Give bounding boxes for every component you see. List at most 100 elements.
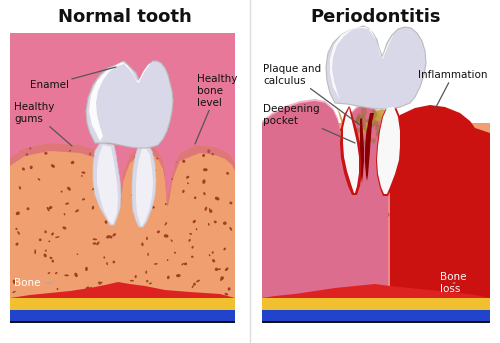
Ellipse shape (86, 286, 89, 291)
Ellipse shape (180, 125, 184, 127)
Ellipse shape (156, 86, 160, 89)
Ellipse shape (358, 189, 360, 191)
Ellipse shape (203, 90, 206, 92)
Ellipse shape (316, 296, 320, 298)
Ellipse shape (192, 220, 196, 223)
Ellipse shape (383, 278, 384, 280)
Ellipse shape (216, 122, 219, 126)
Ellipse shape (286, 244, 289, 247)
Ellipse shape (92, 238, 97, 240)
Ellipse shape (346, 287, 350, 289)
Ellipse shape (346, 235, 349, 238)
Ellipse shape (370, 316, 373, 319)
Ellipse shape (212, 259, 215, 262)
Ellipse shape (362, 124, 366, 130)
Ellipse shape (400, 265, 402, 267)
Polygon shape (10, 298, 235, 310)
Ellipse shape (51, 233, 54, 236)
Ellipse shape (218, 309, 220, 311)
Ellipse shape (412, 130, 415, 134)
Ellipse shape (134, 114, 136, 117)
Ellipse shape (106, 262, 108, 265)
Ellipse shape (382, 134, 390, 138)
Ellipse shape (331, 269, 332, 271)
Ellipse shape (196, 280, 200, 282)
Ellipse shape (130, 94, 132, 96)
Ellipse shape (446, 162, 450, 165)
Ellipse shape (332, 199, 335, 203)
Ellipse shape (30, 38, 32, 40)
Ellipse shape (46, 58, 50, 62)
Polygon shape (262, 101, 388, 323)
Ellipse shape (358, 114, 363, 120)
Polygon shape (340, 106, 362, 195)
Ellipse shape (394, 284, 397, 286)
Ellipse shape (47, 86, 50, 90)
Ellipse shape (42, 102, 45, 104)
Ellipse shape (308, 132, 310, 134)
Ellipse shape (354, 142, 356, 145)
Ellipse shape (360, 273, 364, 277)
Ellipse shape (271, 143, 274, 146)
Ellipse shape (208, 223, 210, 226)
Ellipse shape (308, 295, 312, 299)
Ellipse shape (414, 157, 416, 160)
Ellipse shape (457, 294, 460, 297)
Ellipse shape (362, 140, 367, 145)
Ellipse shape (230, 227, 232, 231)
Ellipse shape (149, 283, 152, 284)
Ellipse shape (386, 112, 392, 116)
Ellipse shape (374, 298, 377, 302)
Ellipse shape (64, 213, 66, 215)
Ellipse shape (112, 233, 116, 236)
Ellipse shape (146, 271, 147, 274)
Ellipse shape (396, 219, 401, 221)
Ellipse shape (446, 213, 448, 217)
Ellipse shape (372, 205, 376, 210)
Ellipse shape (479, 209, 481, 214)
Text: Healthy
bone
level: Healthy bone level (195, 74, 238, 144)
Ellipse shape (29, 147, 32, 150)
Ellipse shape (34, 315, 35, 317)
Ellipse shape (48, 206, 52, 209)
Ellipse shape (267, 295, 270, 298)
Ellipse shape (16, 212, 20, 215)
Ellipse shape (410, 169, 414, 172)
Ellipse shape (331, 157, 334, 160)
Ellipse shape (452, 279, 457, 282)
Ellipse shape (190, 33, 194, 37)
Ellipse shape (192, 285, 194, 288)
Ellipse shape (464, 297, 468, 299)
Ellipse shape (46, 207, 50, 211)
Ellipse shape (64, 298, 66, 300)
Ellipse shape (148, 119, 150, 122)
Polygon shape (132, 145, 156, 227)
Ellipse shape (114, 144, 116, 147)
Ellipse shape (478, 301, 482, 305)
Ellipse shape (473, 311, 475, 314)
Ellipse shape (96, 241, 100, 245)
Ellipse shape (473, 220, 476, 223)
Ellipse shape (203, 168, 207, 171)
Ellipse shape (179, 149, 182, 152)
Ellipse shape (320, 308, 324, 311)
Ellipse shape (456, 139, 458, 142)
Ellipse shape (55, 236, 60, 238)
Ellipse shape (271, 260, 274, 263)
Ellipse shape (437, 191, 439, 194)
Ellipse shape (470, 316, 473, 319)
Polygon shape (10, 310, 235, 321)
Polygon shape (97, 145, 118, 224)
Ellipse shape (19, 150, 22, 151)
Ellipse shape (328, 299, 333, 302)
Ellipse shape (280, 177, 283, 180)
Ellipse shape (381, 311, 384, 315)
Ellipse shape (204, 37, 206, 42)
Ellipse shape (477, 217, 479, 220)
Ellipse shape (283, 141, 287, 144)
Ellipse shape (280, 265, 282, 269)
Ellipse shape (202, 154, 205, 157)
Ellipse shape (132, 116, 136, 118)
Ellipse shape (202, 41, 207, 44)
Ellipse shape (216, 82, 219, 85)
